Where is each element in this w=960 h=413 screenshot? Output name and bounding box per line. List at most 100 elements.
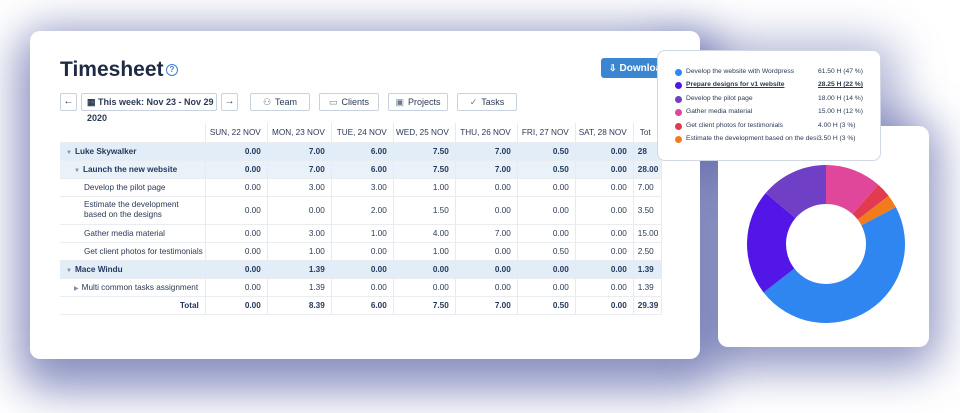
hours-cell: 0.00 (575, 196, 634, 225)
hours-cell: 0.50 (517, 160, 576, 179)
prev-week-button[interactable]: ← (60, 93, 77, 111)
row-name-label: Multi common tasks assignment (81, 282, 199, 292)
caret-right-icon[interactable]: ▶ (74, 285, 79, 292)
row-name-cell: ▶ Multi common tasks assignment (60, 278, 206, 297)
hours-cell: 0.00 (455, 196, 518, 225)
task-row: Get client photos for testimonials 0.00 1.… (60, 242, 662, 261)
hours-cell: 0.00 (393, 260, 456, 279)
legend-swatch (675, 136, 682, 143)
row-name-label: Gather media material (84, 228, 165, 238)
hours-cell: 0.00 (205, 160, 268, 179)
timesheet-card: Timesheet ? ⇩ Download ← ▦ This week: Nov… (30, 31, 700, 359)
legend-label: Get client photos for testimonials (686, 121, 784, 129)
filter-projects-button[interactable]: ▣ Projects (388, 93, 448, 111)
filter-clients-button[interactable]: ▭ Clients (319, 93, 379, 111)
person-row[interactable]: ▼ Mace Windu 0.00 1.39 0.00 0.00 0.00 0.00 0.00 1… (60, 260, 662, 279)
hours-cell: 7.50 (393, 296, 456, 315)
row-name-label: Luke Skywalker (74, 146, 137, 156)
hours-cell: 1.00 (393, 178, 456, 197)
person-row[interactable]: ▼ Luke Skywalker 0.00 7.00 6.00 7.50 7.00 0.50 0… (60, 142, 662, 161)
hours-cell: 0.00 (517, 178, 576, 197)
hours-cell: 0.00 (575, 242, 634, 261)
hours-cell: 3.00 (267, 224, 332, 243)
row-name-cell: ▼ Launch the new website (60, 160, 206, 179)
hours-cell: 2.00 (331, 196, 394, 225)
hours-cell: 7.00 (267, 160, 332, 179)
legend-item[interactable]: Prepare designs for v1 website 28.25 H (2… (675, 80, 875, 92)
legend-item[interactable]: Develop the pilot page 18.00 H (14 %) (675, 94, 875, 106)
hours-cell: 0.00 (205, 296, 268, 315)
legend-label: Estimate the development based on the de… (686, 135, 818, 142)
legend-item[interactable]: Estimate the development based on the de… (675, 134, 875, 146)
task-row: Estimate the development based on the de… (60, 196, 662, 225)
hours-cell: 6.00 (331, 160, 394, 179)
hours-cell: 0.00 (267, 196, 332, 225)
hours-cell: 15.00 (633, 224, 662, 243)
hours-cell: 0.00 (517, 260, 576, 279)
hours-cell: 0.50 (517, 296, 576, 315)
hours-cell: 7.00 (267, 142, 332, 161)
legend-label: Develop the pilot page (686, 94, 753, 102)
hours-cell: 1.39 (267, 260, 332, 279)
week-picker[interactable]: ▦ This week: Nov 23 - Nov 29 2020 (81, 93, 217, 123)
hours-cell: 0.00 (331, 242, 394, 261)
donut-slice[interactable] (852, 184, 889, 220)
legend-value: 3.50 H (3 %) (818, 135, 856, 142)
hours-cell: 7.00 (455, 224, 518, 243)
donut-slice[interactable] (765, 165, 826, 219)
hours-cell: 0.00 (517, 196, 576, 225)
question-circle-icon[interactable]: ? (166, 64, 178, 76)
chart-legend: Develop the website with Wordpress 61.50 … (657, 50, 881, 161)
next-week-button[interactable]: → (221, 93, 238, 111)
donut-slice[interactable] (747, 192, 796, 293)
hours-cell: 0.00 (455, 278, 518, 297)
hours-cell: 7.00 (455, 142, 518, 161)
row-name-label: Estimate the development based on the de… (84, 200, 179, 219)
column-header: SAT, 28 NOV (575, 123, 634, 143)
column-header: TUE, 24 NOV (331, 123, 394, 143)
donut-slice[interactable] (763, 207, 905, 323)
hours-cell: 0.00 (575, 278, 634, 297)
row-name-label: Mace Windu (74, 264, 123, 274)
task-row: Gather media material 0.00 3.00 1.00 4.00 7.0… (60, 224, 662, 243)
hours-cell: 0.00 (455, 242, 518, 261)
team-icon: ⚇ (262, 97, 272, 107)
donut-slice[interactable] (857, 195, 896, 226)
hours-cell: 0.00 (575, 224, 634, 243)
donut-chart-card (718, 126, 929, 347)
caret-down-icon[interactable]: ▼ (74, 167, 80, 174)
caret-down-icon[interactable]: ▼ (66, 149, 72, 156)
total-row: Total 0.00 8.39 6.00 7.50 7.00 0.50 0.00 29.39 (60, 296, 662, 315)
hours-cell: 2.50 (633, 242, 662, 261)
hours-cell: 0.00 (331, 260, 394, 279)
hours-cell: 1.39 (633, 260, 662, 279)
legend-label: Prepare designs for v1 website (686, 81, 785, 89)
legend-item[interactable]: Get client photos for testimonials 4.00 H… (675, 121, 875, 133)
hours-cell: 0.00 (575, 296, 634, 315)
row-name-cell: Estimate the development based on the de… (60, 196, 206, 225)
hours-cell: 0.00 (455, 260, 518, 279)
hours-cell: 0.00 (205, 260, 268, 279)
calendar-icon: ▦ (87, 97, 99, 107)
row-name-label: Total (179, 300, 199, 310)
hours-cell: 3.00 (331, 178, 394, 197)
project-row[interactable]: ▼ Launch the new website 0.00 7.00 6.00 7.50 7… (60, 160, 662, 179)
hours-cell: 0.00 (393, 278, 456, 297)
filter-team-button[interactable]: ⚇ Team (250, 93, 310, 111)
donut-slice[interactable] (826, 165, 879, 215)
folder-icon: ▭ (328, 97, 338, 107)
timesheet-table: SUN, 22 NOV MON, 23 NOV TUE, 24 NOV WED,… (60, 123, 662, 315)
legend-value: 15.00 H (12 %) (818, 108, 863, 116)
legend-swatch (675, 82, 682, 90)
hours-cell: 0.00 (575, 160, 634, 179)
filter-tasks-button[interactable]: ✓ Tasks (457, 93, 517, 111)
caret-down-icon[interactable]: ▼ (66, 267, 72, 274)
task-row[interactable]: ▶ Multi common tasks assignment 0.00 1.39 0.… (60, 278, 662, 297)
page-title: Timesheet (60, 58, 164, 81)
legend-label: Gather media material (686, 108, 753, 116)
legend-item[interactable]: Gather media material 15.00 H (12 %) (675, 107, 875, 119)
legend-value: 28.25 H (22 %) (818, 81, 863, 89)
legend-item[interactable]: Develop the website with Wordpress 61.50 … (675, 67, 875, 79)
hours-cell: 1.00 (267, 242, 332, 261)
hours-cell: 7.00 (455, 160, 518, 179)
